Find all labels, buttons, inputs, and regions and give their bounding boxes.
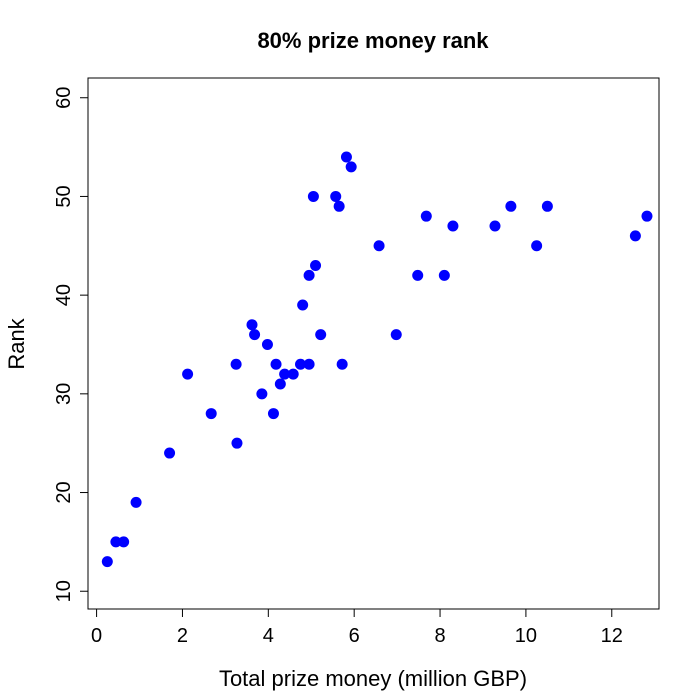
data-point <box>373 240 385 252</box>
data-point <box>420 210 432 222</box>
data-point <box>164 447 176 459</box>
data-point <box>130 496 142 508</box>
data-point <box>330 190 342 202</box>
data-point <box>270 358 282 370</box>
data-point <box>447 220 459 232</box>
data-point <box>231 437 243 449</box>
data-point <box>336 358 348 370</box>
data-point <box>303 269 315 281</box>
y-axis: 10 20 30 40 50 60 <box>53 87 89 602</box>
data-point <box>279 368 291 380</box>
y-tick-label: 10 <box>53 580 75 602</box>
x-tick-label: 2 <box>177 625 188 647</box>
x-axis: 0 2 4 6 8 10 12 <box>91 608 623 647</box>
data-point <box>110 536 122 548</box>
data-point <box>489 220 501 232</box>
data-point <box>340 151 352 163</box>
y-tick-label: 60 <box>53 87 75 109</box>
y-tick-label: 40 <box>53 284 75 306</box>
x-axis-label: Total prize money (million GBP) <box>219 666 527 691</box>
data-point <box>118 536 130 548</box>
data-point <box>101 556 113 568</box>
data-point <box>333 200 345 212</box>
x-tick-label: 4 <box>263 625 274 647</box>
y-tick-label: 30 <box>53 383 75 405</box>
x-tick-label: 0 <box>91 625 102 647</box>
data-point <box>205 408 217 420</box>
data-point <box>303 358 315 370</box>
x-tick-label: 6 <box>349 625 360 647</box>
data-point <box>315 329 327 341</box>
data-point <box>641 210 653 222</box>
data-point <box>541 200 553 212</box>
data-point <box>390 329 402 341</box>
data-point <box>438 269 450 281</box>
y-axis-label: Rank <box>4 317 29 369</box>
data-point <box>310 260 322 272</box>
data-point <box>249 329 261 341</box>
chart-title: 80% prize money rank <box>257 28 489 53</box>
x-tick-label: 10 <box>515 625 537 647</box>
y-tick-label: 20 <box>53 481 75 503</box>
data-point <box>629 230 641 242</box>
data-point <box>505 200 517 212</box>
data-point <box>182 368 194 380</box>
data-point <box>412 269 424 281</box>
data-point <box>267 408 279 420</box>
data-point <box>307 190 319 202</box>
y-tick-label: 50 <box>53 185 75 207</box>
x-tick-label: 8 <box>434 625 445 647</box>
data-point <box>345 161 357 173</box>
data-point <box>256 388 268 400</box>
data-point <box>297 299 309 311</box>
data-point <box>230 358 242 370</box>
data-point <box>531 240 543 252</box>
data-point <box>261 338 273 350</box>
data-point <box>287 368 299 380</box>
plot-frame <box>87 77 660 610</box>
data-point <box>295 358 307 370</box>
data-point <box>246 319 258 331</box>
data-points <box>101 151 653 568</box>
x-tick-label: 12 <box>601 625 623 647</box>
data-point <box>274 378 286 390</box>
